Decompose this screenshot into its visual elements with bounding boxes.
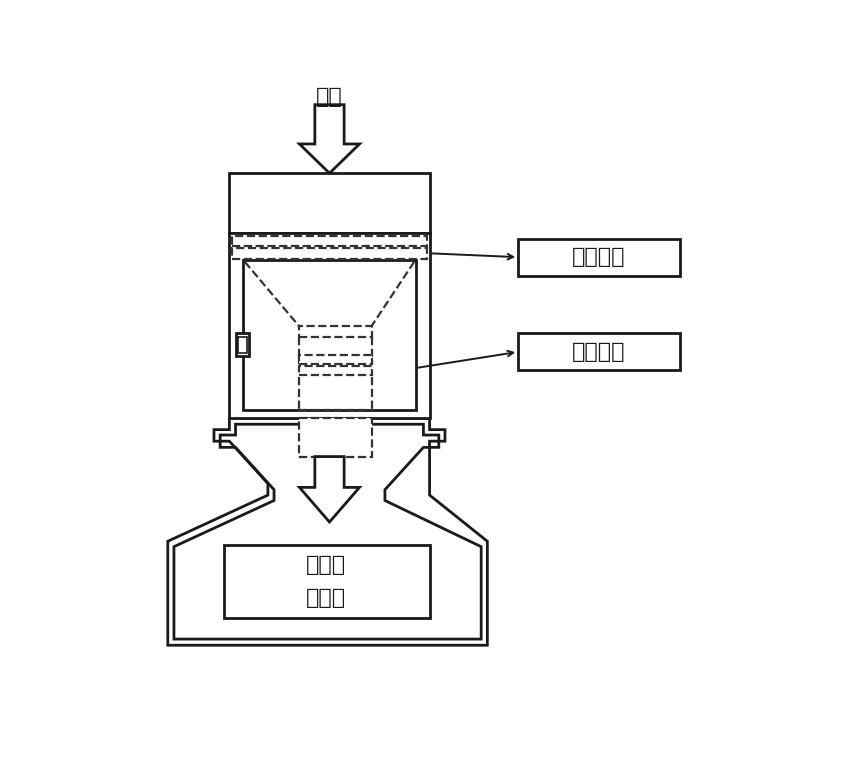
Bar xyxy=(238,337,247,353)
Bar xyxy=(230,233,430,418)
Polygon shape xyxy=(167,418,488,645)
Bar xyxy=(224,545,430,618)
Text: 吸附材料: 吸附材料 xyxy=(572,342,626,362)
Polygon shape xyxy=(299,456,360,522)
Bar xyxy=(518,333,680,370)
Bar xyxy=(299,326,372,337)
Bar xyxy=(243,260,416,410)
Bar xyxy=(231,248,427,259)
Bar xyxy=(518,238,680,276)
Text: 流量计
采样泵: 流量计 采样泵 xyxy=(306,555,346,608)
Text: 过滤材料: 过滤材料 xyxy=(572,247,626,267)
Bar xyxy=(299,418,372,456)
Bar xyxy=(299,355,372,364)
Bar xyxy=(299,366,372,375)
Bar xyxy=(230,173,430,233)
Bar xyxy=(231,235,427,246)
Bar xyxy=(236,333,249,357)
Polygon shape xyxy=(299,104,360,173)
Text: 空气: 空气 xyxy=(316,87,343,107)
